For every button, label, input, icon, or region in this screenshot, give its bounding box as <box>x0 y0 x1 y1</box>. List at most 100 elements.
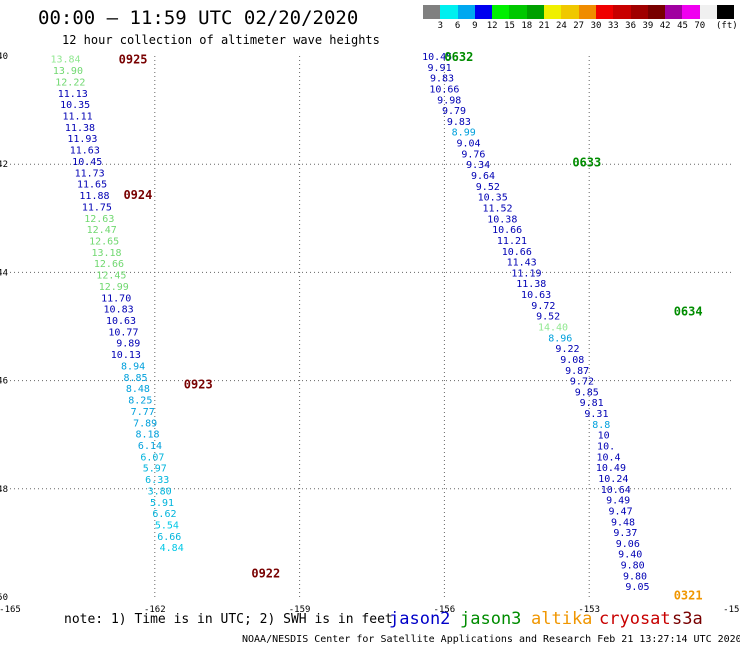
swh-value-jason3: 10.66 <box>502 247 532 258</box>
color-swatch <box>474 5 493 19</box>
pass-time-label: 0632 <box>444 50 473 64</box>
swh-value-s3a: 5.54 <box>155 521 179 532</box>
swh-value-jason3: 9.83 <box>430 74 454 85</box>
swh-value-jason3: 10 <box>598 431 610 442</box>
swh-value-jason3: 9.80 <box>623 571 647 582</box>
color-scale-label: 39 <box>642 21 654 31</box>
x-tick-label: -159 <box>289 605 311 615</box>
swh-value-s3a: 11.63 <box>70 146 100 157</box>
chart-subtitle: 12 hour collection of altimeter wave hei… <box>62 33 380 47</box>
pass-time-label: 0922 <box>251 567 280 581</box>
swh-value-jason3: 9.06 <box>616 539 640 550</box>
x-tick-label: -153 <box>578 605 600 615</box>
swh-value-jason3: 9.80 <box>621 561 645 572</box>
color-scale-unit: (ft) <box>716 21 738 31</box>
color-swatch <box>526 5 545 19</box>
credit-line: NOAA/NESDIS Center for Satellite Applica… <box>242 634 740 645</box>
swh-value-s3a: 12.65 <box>89 236 119 247</box>
swh-value-jason3: 10.35 <box>478 193 508 204</box>
swh-value-jason3: 9.08 <box>560 355 584 366</box>
swh-value-s3a: 3.80 <box>148 486 172 497</box>
color-swatch <box>595 5 614 19</box>
color-swatch <box>682 5 700 19</box>
pass-time-label: 0924 <box>123 188 152 202</box>
pass-time-label: 0633 <box>572 155 601 169</box>
color-scale-label: 18 <box>521 21 533 31</box>
swh-value-jason3: 11.38 <box>516 279 546 290</box>
swh-value-s3a: 12.66 <box>94 259 124 270</box>
swh-value-jason3: 11.52 <box>482 203 512 214</box>
swh-value-jason3: 9.05 <box>625 582 649 593</box>
swh-value-jason3: 9.83 <box>447 117 471 128</box>
x-tick-label: -150 <box>723 605 740 615</box>
swh-value-s3a: 11.13 <box>58 89 88 100</box>
swh-value-jason3: 9.85 <box>575 387 599 398</box>
color-swatch <box>578 5 596 19</box>
swh-value-jason3: 9.31 <box>584 409 608 420</box>
color-swatch <box>613 5 631 19</box>
y-tick-label: -40 <box>0 52 8 62</box>
color-scale-label: 70 <box>694 21 706 31</box>
swh-value-jason3: 9.49 <box>606 496 630 507</box>
color-swatch <box>509 5 527 19</box>
swh-value-s3a: 11.65 <box>77 180 107 191</box>
swh-value-jason3: 10. <box>597 442 615 453</box>
swh-value-s3a: 6.62 <box>152 509 176 520</box>
swh-value-s3a: 10.13 <box>111 350 141 361</box>
swh-value-s3a: 8.94 <box>121 361 145 372</box>
swh-value-s3a: 8.18 <box>136 430 160 441</box>
swh-value-s3a: 11.93 <box>67 134 97 145</box>
swh-value-jason3: 9.22 <box>555 344 579 355</box>
swh-value-s3a: 4.84 <box>160 543 184 554</box>
chart-title: 00:00 – 11:59 UTC 02/20/2020 <box>38 7 359 29</box>
swh-value-jason3: 9.87 <box>565 366 589 377</box>
swh-value-s3a: 12.45 <box>96 271 126 282</box>
swh-value-jason3: 10.64 <box>601 485 631 496</box>
color-swatch <box>544 5 562 19</box>
swh-value-jason3: 9.37 <box>613 528 637 539</box>
pass-time-label: 0321 <box>674 588 703 602</box>
swh-value-s3a: 6.07 <box>140 452 164 463</box>
x-tick-label: -165 <box>0 605 21 615</box>
swh-value-jason3: 10.49 <box>596 463 626 474</box>
swh-value-jason3: 9.72 <box>570 377 594 388</box>
legend-altika: altika <box>531 609 593 629</box>
swh-value-jason3: 10.66 <box>492 225 522 236</box>
swh-value-jason3: 9.34 <box>466 160 490 171</box>
swh-value-jason3: 11.19 <box>511 268 541 279</box>
swh-value-s3a: 9.89 <box>116 339 140 350</box>
legend-cryosat: cryosat <box>599 609 671 629</box>
swh-value-jason3: 11.21 <box>497 236 527 247</box>
swh-value-s3a: 11.70 <box>101 293 131 304</box>
swh-value-jason3: 9.76 <box>461 149 485 160</box>
swh-value-s3a: 5.91 <box>150 498 174 509</box>
color-scale-label: 30 <box>590 21 602 31</box>
color-swatch <box>647 5 666 19</box>
color-swatch <box>630 5 648 19</box>
swh-value-jason3: 9.81 <box>580 398 604 409</box>
color-scale-bar <box>423 5 735 19</box>
swh-value-jason3: 14.40 <box>538 323 568 334</box>
swh-value-s3a: 12.47 <box>87 225 117 236</box>
legend-s3a: s3a <box>672 609 703 629</box>
color-scale-label: 24 <box>555 21 567 31</box>
swh-value-s3a: 6.66 <box>157 532 181 543</box>
color-scale-label: 33 <box>607 21 619 31</box>
swh-value-s3a: 11.88 <box>79 191 109 202</box>
swh-value-s3a: 7.89 <box>133 418 157 429</box>
color-scale-label: 9 <box>472 21 478 31</box>
swh-value-s3a: 10.35 <box>60 100 90 111</box>
y-tick-label: -42 <box>0 160 8 170</box>
swh-value-jason3: 9.47 <box>609 506 633 517</box>
swh-value-s3a: 10.45 <box>72 157 102 168</box>
swh-value-s3a: 13.18 <box>91 248 121 259</box>
y-tick-label: -44 <box>0 268 8 278</box>
color-swatch <box>492 5 510 19</box>
x-tick-label: -156 <box>434 605 456 615</box>
swh-value-jason3: 11.43 <box>507 258 537 269</box>
swh-value-jason3: 9.52 <box>536 312 560 323</box>
swh-value-s3a: 7.77 <box>131 407 155 418</box>
swh-value-s3a: 12.99 <box>99 282 129 293</box>
swh-value-jason3: 10.4 <box>596 452 620 463</box>
